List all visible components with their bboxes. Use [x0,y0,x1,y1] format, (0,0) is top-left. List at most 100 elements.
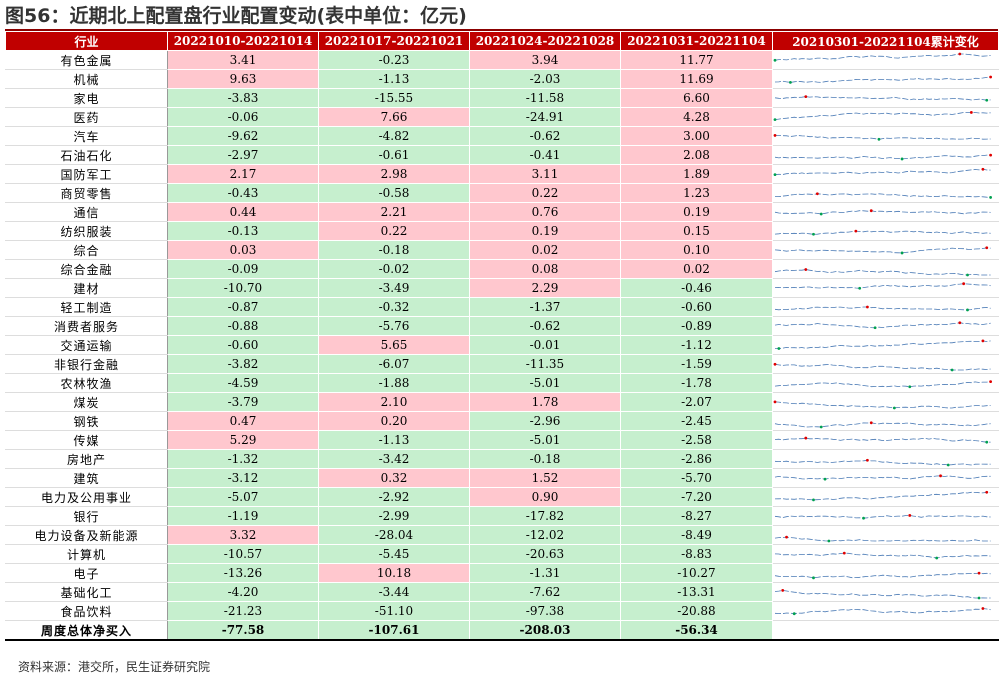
flow-value: 0.03 [167,240,319,260]
sparkline-min-marker [873,326,877,330]
flow-value: -1.13 [318,69,470,89]
flow-value: 0.10 [620,240,773,260]
trend-sparkline [774,421,991,429]
flow-value: -17.82 [469,506,621,526]
flow-value: -10.27 [620,563,773,583]
sparkline-max-marker [958,321,962,325]
flow-value: 3.41 [167,50,319,70]
trend-sparkline [774,458,991,467]
trend-sparkline-cell [772,69,999,89]
table-row: 电力设备及新能源 3.32 -28.04 -12.02 -8.49 [5,525,999,545]
sparkline-max-marker [869,421,873,425]
sparkline-min-marker [977,596,981,600]
industry-name: 电子 [5,563,168,583]
flow-value: -1.31 [469,563,621,583]
sparkline-max-marker [854,229,858,233]
industry-name: 建筑 [5,468,168,488]
flow-value: -20.63 [469,544,621,564]
sparkline-min-marker [862,516,865,520]
sparkline-path [774,154,991,160]
flow-value: -5.70 [620,468,773,488]
flow-value: 0.15 [620,221,773,241]
trend-sparkline [773,400,991,410]
flow-value: 5.29 [167,430,319,450]
table-row: 石油石化 -2.97 -0.61 -0.41 2.08 [5,145,999,165]
sparkline-min-marker [777,347,781,350]
flow-value: -5.01 [469,430,621,450]
total-value: -77.58 [167,620,319,641]
trend-sparkline [774,282,991,290]
table-row: 综合 0.03 -0.18 0.02 0.10 [5,240,999,260]
sparkline-path [774,572,991,579]
flow-value: -0.89 [620,316,773,336]
industry-name: 石油石化 [5,145,168,165]
trend-sparkline-cell [772,297,999,317]
flow-value: -51.10 [318,601,470,621]
trend-sparkline-cell [772,316,999,336]
industry-name: 交通运输 [5,335,168,355]
trend-sparkline-cell [772,449,999,469]
flow-value: 0.44 [167,202,319,222]
sparkline-min-marker [966,273,969,277]
trend-sparkline-cell [772,582,999,602]
flow-value: -0.87 [167,297,319,317]
trend-sparkline-cell [772,601,999,621]
trend-sparkline [774,305,991,312]
sparkline-min-marker [985,98,989,102]
figure-title: 图56：近期北上配置盘行业配置变动(表中单位：亿元) [5,5,467,27]
sparkline-min-marker [812,576,815,580]
trend-sparkline [774,229,991,236]
sparkline-max-marker [866,305,869,309]
sparkline-max-marker [958,52,962,56]
sparkline-min-marker [950,368,954,372]
sparkline-min-marker [966,308,969,312]
flow-value: -1.59 [620,354,773,374]
sparkline-min-marker [819,212,823,216]
flow-value: -2.03 [469,69,621,89]
sparkline-path [774,589,991,599]
trend-sparkline-cell [772,525,999,545]
industry-name: 电力及公用事业 [5,487,168,507]
flow-value: -3.12 [167,468,319,488]
flow-value: 2.10 [318,392,470,412]
sparkline-path [774,111,991,120]
flow-value: -1.88 [318,373,470,393]
sparkline-min-marker [989,196,992,199]
trend-sparkline [774,153,992,161]
flow-value: 0.76 [469,202,621,222]
industry-name: 建材 [5,278,168,298]
industry-name: 通信 [5,202,168,222]
flow-value: -1.37 [469,297,621,317]
sparkline-min-marker [789,81,792,84]
header-row: 行业 20221010-20221014 20221017-20221021 2… [5,31,999,51]
flow-value: -0.01 [469,335,621,355]
sparkline-min-marker [812,498,815,502]
flow-value: -8.27 [620,506,773,526]
flow-value: -7.62 [469,582,621,602]
sparkline-path [774,491,991,501]
trend-sparkline-cell [772,430,999,450]
flow-value: 0.08 [469,259,621,279]
sparkline-path [774,475,991,480]
flow-value: -28.04 [318,525,470,545]
trend-sparkline [774,551,991,560]
sparkline-min-marker [819,425,823,429]
industry-name: 计算机 [5,544,168,564]
table-row: 煤炭 -3.79 2.10 1.78 -2.07 [5,392,999,412]
sparkline-max-marker [815,192,819,196]
sparkline-max-marker [939,474,942,478]
table-row: 纺织服装 -0.13 0.22 0.19 0.15 [5,221,999,241]
trend-sparkline [773,167,991,177]
flow-value: -5.01 [469,373,621,393]
sparkline-min-marker [823,477,827,481]
trend-sparkline [773,52,991,62]
trend-sparkline-cell [772,468,999,488]
industry-name: 有色金属 [5,50,168,70]
table-row: 电子 -13.26 10.18 -1.31 -10.27 [5,563,999,583]
table-row: 房地产 -1.32 -3.42 -0.18 -2.86 [5,449,999,469]
flow-value: -0.58 [318,183,470,203]
flow-value: -13.31 [620,582,773,602]
sparkline-path [774,210,991,215]
flow-value: -2.99 [318,506,470,526]
flow-value: -3.44 [318,582,470,602]
